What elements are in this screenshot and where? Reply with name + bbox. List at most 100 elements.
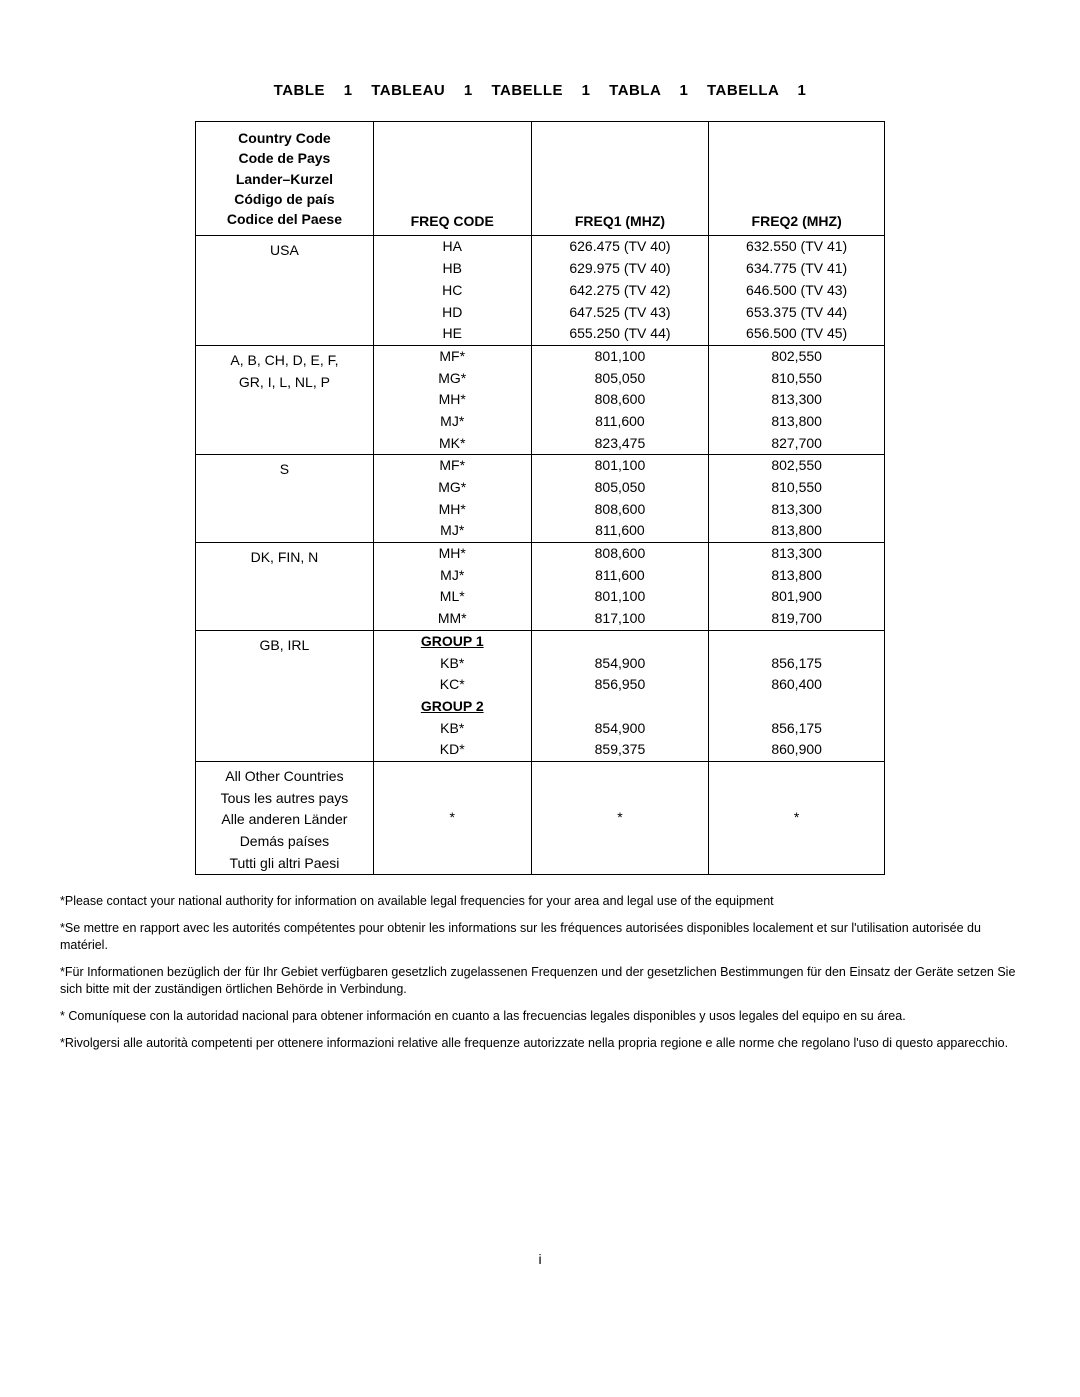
freq-code-cell-value: MF* — [374, 346, 531, 368]
freq1-cell-value: 808,600 — [532, 389, 709, 411]
freq-code-cell-value: HE — [374, 323, 531, 345]
freq-code-cell-value: MJ* — [374, 565, 531, 587]
freq2-cell: * — [709, 761, 885, 874]
freq-code-cell-value: MG* — [374, 477, 531, 499]
footnote: *Please contact your national authority … — [60, 893, 1020, 910]
freq2-cell-value: 632.550 (TV 41) — [709, 236, 884, 258]
freq-code-cell: MF*MG*MH*MJ* — [373, 455, 531, 543]
freq2-cell-value: 802,550 — [709, 455, 884, 477]
freq1-cell-value: 854,900 — [532, 653, 709, 675]
header-freq1: FREQ1 (MHZ) — [531, 122, 709, 236]
country-cell: GB, IRL — [196, 630, 374, 761]
freq1-cell-value: 801,100 — [532, 586, 709, 608]
freq2-cell-value: 810,550 — [709, 477, 884, 499]
freq-code-cell: MH*MJ*ML*MM* — [373, 543, 531, 631]
freq-code-cell-value: MH* — [374, 499, 531, 521]
freq2-cell: 856,175860,400 856,175860,900 — [709, 630, 885, 761]
freq-code-cell-value: * — [374, 807, 531, 829]
country-line: DK, FIN, N — [196, 547, 373, 569]
freq-code-cell-value: HC — [374, 280, 531, 302]
header-country-line: Lander–Kurzel — [204, 169, 365, 189]
freq1-cell-value: 823,475 — [532, 433, 709, 455]
freq-code-cell-value: GROUP 2 — [374, 696, 531, 718]
freq-code-cell-value: HB — [374, 258, 531, 280]
country-cell: A, B, CH, D, E, F,GR, I, L, NL, P — [196, 345, 374, 454]
country-cell: S — [196, 455, 374, 543]
freq2-cell-value — [709, 696, 884, 718]
table-title: TABLE 1 TABLEAU 1 TABELLE 1 TABLA 1 TABE… — [60, 82, 1020, 99]
freq-code-cell-value: KB* — [374, 653, 531, 675]
freq-code-cell: GROUP 1KB*KC*GROUP 2KB*KD* — [373, 630, 531, 761]
page-number: i — [0, 1251, 1080, 1267]
freq2-cell: 813,300813,800801,900819,700 — [709, 543, 885, 631]
freq2-cell-value: 810,550 — [709, 368, 884, 390]
country-line: Demás países — [196, 831, 373, 853]
table-row: SMF*MG*MH*MJ*801,100805,050808,600811,60… — [196, 455, 885, 543]
country-line: Tutti gli altri Paesi — [196, 853, 373, 875]
freq-code-cell: MF*MG*MH*MJ*MK* — [373, 345, 531, 454]
freq-code-cell-value: MH* — [374, 389, 531, 411]
freq-code-cell-value: HD — [374, 302, 531, 324]
freq2-cell-value: 653.375 (TV 44) — [709, 302, 884, 324]
country-line: S — [196, 459, 373, 481]
freq1-cell-value: 811,600 — [532, 565, 709, 587]
country-line: Tous les autres pays — [196, 788, 373, 810]
freq-code-cell-value: MF* — [374, 455, 531, 477]
freq1-cell-value: 801,100 — [532, 346, 709, 368]
freq1-cell-value: 811,600 — [532, 520, 709, 542]
freq-code-cell-value: MH* — [374, 543, 531, 565]
freq-code-cell-value: MK* — [374, 433, 531, 455]
freq1-cell-value: 859,375 — [532, 739, 709, 761]
freq2-cell-value: 827,700 — [709, 433, 884, 455]
freq-code-cell-value: KB* — [374, 718, 531, 740]
freq1-cell: 801,100805,050808,600811,600 — [531, 455, 709, 543]
freq-code-cell: HAHBHCHDHE — [373, 236, 531, 345]
freq2-cell-value: 813,300 — [709, 543, 884, 565]
freq1-cell: 626.475 (TV 40)629.975 (TV 40)642.275 (T… — [531, 236, 709, 345]
freq2-cell-value: 801,900 — [709, 586, 884, 608]
header-freq2: FREQ2 (MHZ) — [709, 122, 885, 236]
header-country-line: Code de Pays — [204, 148, 365, 168]
country-line: GR, I, L, NL, P — [196, 372, 373, 394]
freq2-cell-value: 856,175 — [709, 718, 884, 740]
header-country-line: Codice del Paese — [204, 209, 365, 229]
country-cell: DK, FIN, N — [196, 543, 374, 631]
freq2-cell-value: * — [709, 807, 884, 829]
freq-code-cell-value: HA — [374, 236, 531, 258]
freq2-cell-value: 634.775 (TV 41) — [709, 258, 884, 280]
freq-code-cell-value: KD* — [374, 739, 531, 761]
footnotes: *Please contact your national authority … — [60, 893, 1020, 1051]
table-row: A, B, CH, D, E, F,GR, I, L, NL, PMF*MG*M… — [196, 345, 885, 454]
country-line: USA — [196, 240, 373, 262]
freq1-cell-value: 817,100 — [532, 608, 709, 630]
freq1-cell: * — [531, 761, 709, 874]
freq2-cell-value: 813,300 — [709, 499, 884, 521]
freq1-cell-value: 808,600 — [532, 499, 709, 521]
freq-code-cell-value: ML* — [374, 586, 531, 608]
freq2-cell: 802,550810,550813,300813,800827,700 — [709, 345, 885, 454]
freq-code-cell-value: KC* — [374, 674, 531, 696]
table-header-row: Country CodeCode de PaysLander–KurzelCód… — [196, 122, 885, 236]
freq-code-cell: * — [373, 761, 531, 874]
footnote: *Rivolgersi alle autorità competenti per… — [60, 1035, 1020, 1052]
freq2-cell-value: 656.500 (TV 45) — [709, 323, 884, 345]
freq2-cell-value: 802,550 — [709, 346, 884, 368]
freq-code-cell-value: MG* — [374, 368, 531, 390]
freq1-cell: 854,900856,950 854,900859,375 — [531, 630, 709, 761]
freq1-cell-value — [532, 631, 709, 653]
freq-code-cell-value: MJ* — [374, 520, 531, 542]
freq1-cell-value: 626.475 (TV 40) — [532, 236, 709, 258]
freq1-cell: 801,100805,050808,600811,600823,475 — [531, 345, 709, 454]
footnote: *Für Informationen bezüglich der für Ihr… — [60, 964, 1020, 998]
header-country-line: Country Code — [204, 128, 365, 148]
freq1-cell-value: 805,050 — [532, 368, 709, 390]
freq2-cell-value: 860,900 — [709, 739, 884, 761]
freq1-cell-value: 805,050 — [532, 477, 709, 499]
freq1-cell-value: 629.975 (TV 40) — [532, 258, 709, 280]
freq1-cell-value: * — [532, 807, 709, 829]
freq2-cell-value: 856,175 — [709, 653, 884, 675]
table-row: DK, FIN, NMH*MJ*ML*MM*808,600811,600801,… — [196, 543, 885, 631]
header-freq-code: FREQ CODE — [373, 122, 531, 236]
country-cell: USA — [196, 236, 374, 345]
freq1-cell-value: 801,100 — [532, 455, 709, 477]
